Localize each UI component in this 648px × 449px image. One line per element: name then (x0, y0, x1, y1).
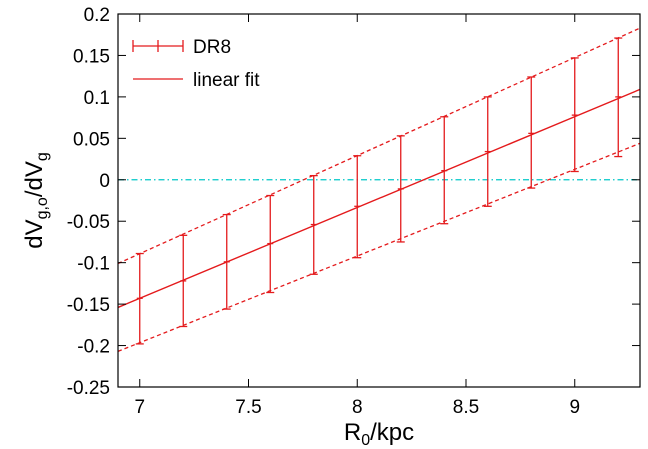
x-tick-label: 7 (134, 397, 145, 418)
lower-band-line (118, 142, 640, 352)
dr8-point (440, 116, 449, 225)
y-axis-label: dVg,o/dVg (21, 152, 51, 249)
dr8-point (266, 194, 275, 294)
dr8-point (222, 213, 231, 310)
legend: DR8 linear fit (132, 37, 260, 91)
plot-frame (117, 13, 641, 388)
legend-label-linear-fit: linear fit (193, 70, 260, 91)
data-layer (118, 27, 640, 352)
dr8-point (570, 57, 579, 173)
upper-band-line (118, 27, 640, 265)
y-tick-label: -0.2 (77, 337, 110, 358)
y-tick-label: 0 (99, 171, 110, 192)
dr8-point (353, 155, 362, 259)
x-tick-label: 8.5 (453, 397, 479, 418)
dr8-point (614, 37, 623, 158)
dr8-point (527, 76, 536, 189)
y-tick-label: 0.2 (84, 5, 110, 26)
legend-item-dr8: DR8 (132, 37, 231, 58)
dr8-point (135, 252, 144, 345)
x-tick-label: 9 (569, 397, 580, 418)
dr8-point (396, 135, 405, 243)
legend-item-linear-fit: linear fit (133, 70, 260, 91)
y-tick-label: -0.25 (67, 378, 110, 399)
tick-layer: -0.25 -0.2 -0.15 -0.1 -0.05 0 0.05 0.1 0.15 0.2 7 7… (67, 5, 640, 418)
dr8-point (483, 96, 492, 207)
y-tick-label: -0.05 (67, 212, 110, 233)
y-tick-label: 0.1 (84, 88, 110, 109)
y-tick-label: 0.15 (73, 46, 110, 67)
x-axis-label: R0/kpc (344, 419, 414, 449)
legend-label-dr8: DR8 (193, 37, 231, 58)
y-tick-label: -0.15 (67, 295, 110, 316)
y-tick-label: -0.1 (77, 254, 110, 275)
y-tick-label: 0.05 (73, 129, 110, 150)
x-tick-label: 8 (352, 397, 363, 418)
linear-fit-line (118, 88, 640, 309)
dr8-point (179, 234, 188, 328)
dr8-point (309, 174, 318, 275)
x-tick-label: 7.5 (235, 397, 261, 418)
